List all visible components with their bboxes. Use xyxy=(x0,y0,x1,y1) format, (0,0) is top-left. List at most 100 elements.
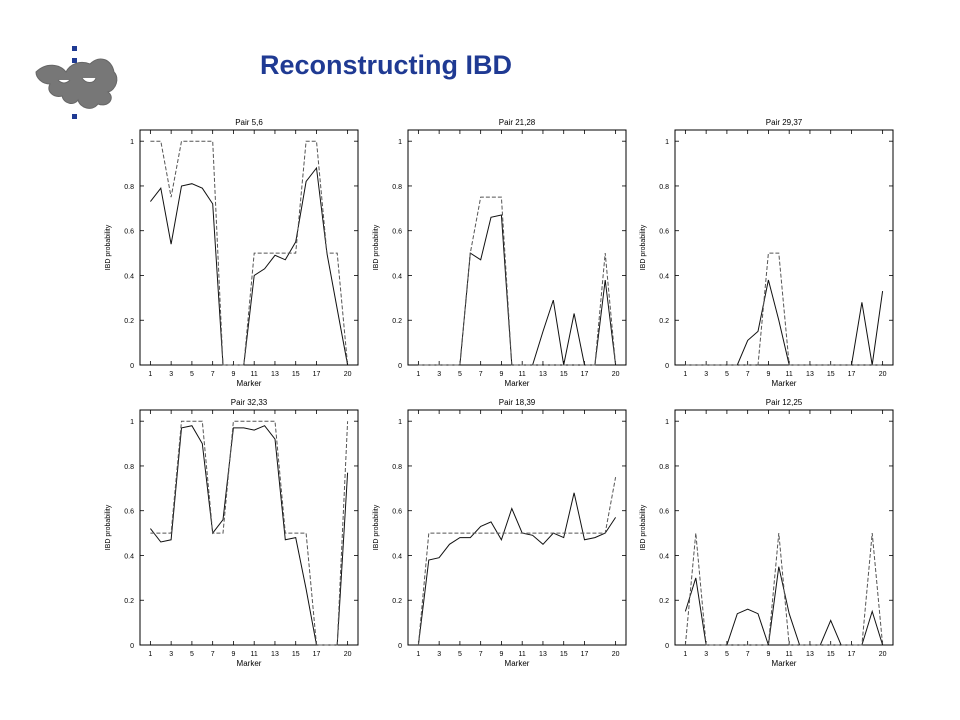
y-tick-label: 0 xyxy=(665,363,669,370)
y-tick-label: 0.6 xyxy=(124,229,134,236)
x-tick-label: 11 xyxy=(786,651,793,658)
y-tick-label: 0.2 xyxy=(392,318,402,325)
y-tick-label: 1 xyxy=(398,139,402,146)
x-tick-label: 1 xyxy=(416,371,420,378)
y-tick-label: 0.8 xyxy=(124,464,134,471)
x-tick-label: 13 xyxy=(539,371,547,378)
x-tick-label: 1 xyxy=(683,651,687,658)
plot-frame xyxy=(674,129,894,366)
x-tick-label: 13 xyxy=(539,651,547,658)
x-axis-label: Marker xyxy=(772,659,797,668)
x-axis-label: Marker xyxy=(772,379,797,388)
y-tick-label: 0.6 xyxy=(124,509,134,516)
x-tick-label: 15 xyxy=(827,371,835,378)
plot-frame xyxy=(407,129,627,366)
y-tick-label: 0.8 xyxy=(659,184,669,191)
chart-title: Pair 12,25 xyxy=(766,398,803,407)
y-axis-label: IBD probability xyxy=(640,224,647,270)
x-tick-label: 7 xyxy=(479,371,483,378)
x-tick-label: 13 xyxy=(806,651,814,658)
y-tick-label: 0 xyxy=(398,363,402,370)
y-tick-label: 1 xyxy=(398,419,402,426)
x-axis-label: Marker xyxy=(505,659,530,668)
x-tick-label: 1 xyxy=(148,371,152,378)
x-tick-label: 17 xyxy=(848,651,856,658)
x-tick-label: 1 xyxy=(148,651,152,658)
y-tick-label: 0.8 xyxy=(124,184,134,191)
solid-series-line xyxy=(684,566,884,646)
x-tick-label: 7 xyxy=(479,651,483,658)
solid-series-line xyxy=(150,425,349,646)
x-tick-label: 17 xyxy=(313,651,321,658)
plot-frame xyxy=(674,409,894,646)
solid-series-line xyxy=(150,166,349,366)
x-tick-label: 9 xyxy=(231,371,235,378)
dashed-series-line xyxy=(684,533,884,646)
x-tick-label: 7 xyxy=(211,371,215,378)
y-tick-label: 0.6 xyxy=(392,509,402,516)
x-tick-label: 9 xyxy=(231,651,235,658)
x-axis-label: Marker xyxy=(237,379,262,388)
y-tick-label: 0 xyxy=(665,643,669,650)
y-tick-label: 0.2 xyxy=(124,598,134,605)
solid-series-line xyxy=(417,492,617,646)
y-tick-label: 1 xyxy=(130,139,134,146)
x-tick-label: 5 xyxy=(725,651,729,658)
y-tick-label: 0 xyxy=(398,643,402,650)
x-tick-label: 3 xyxy=(169,651,173,658)
x-axis-label: Marker xyxy=(505,379,530,388)
y-axis-label: IBD probability xyxy=(373,504,380,550)
x-tick-label: 5 xyxy=(458,651,462,658)
x-tick-label: 20 xyxy=(344,371,352,378)
x-tick-label: 1 xyxy=(416,651,420,658)
x-tick-label: 13 xyxy=(806,371,814,378)
university-flame-logo-icon xyxy=(35,46,118,119)
x-tick-label: 3 xyxy=(437,651,441,658)
y-tick-label: 0.4 xyxy=(659,553,669,560)
dashed-series-line xyxy=(685,252,883,366)
chart-title: Pair 21,28 xyxy=(499,118,536,127)
x-tick-label: 7 xyxy=(211,651,215,658)
y-tick-label: 0.4 xyxy=(124,273,134,280)
y-tick-label: 0.2 xyxy=(392,598,402,605)
x-tick-label: 5 xyxy=(190,371,194,378)
x-axis-label: Marker xyxy=(237,659,262,668)
x-tick-label: 5 xyxy=(190,651,194,658)
y-tick-label: 0.4 xyxy=(124,553,134,560)
chart-title: Pair 32,33 xyxy=(231,398,268,407)
y-tick-label: 0.6 xyxy=(392,229,402,236)
dashed-series-line xyxy=(417,477,617,646)
x-tick-label: 9 xyxy=(499,651,503,658)
y-tick-label: 0 xyxy=(130,363,134,370)
x-tick-label: 7 xyxy=(746,651,750,658)
plot-frame xyxy=(139,409,359,646)
x-tick-label: 13 xyxy=(271,651,279,658)
plot-frame xyxy=(139,129,359,366)
y-axis-label: IBD probability xyxy=(640,504,647,550)
x-tick-label: 11 xyxy=(251,651,258,658)
x-tick-label: 7 xyxy=(746,371,750,378)
plot-frame xyxy=(407,409,627,646)
page-title: Reconstructing IBD xyxy=(260,50,513,80)
x-tick-label: 11 xyxy=(251,371,258,378)
x-tick-label: 17 xyxy=(581,371,589,378)
x-tick-label: 20 xyxy=(612,371,620,378)
y-tick-label: 0.8 xyxy=(392,184,402,191)
x-tick-label: 17 xyxy=(848,371,856,378)
x-tick-label: 3 xyxy=(704,651,708,658)
chart-title: Pair 29,37 xyxy=(766,118,803,127)
x-tick-label: 20 xyxy=(612,651,620,658)
x-tick-label: 5 xyxy=(458,371,462,378)
x-tick-label: 15 xyxy=(292,651,300,658)
solid-series-line xyxy=(418,214,617,366)
y-tick-label: 1 xyxy=(665,419,669,426)
x-tick-label: 11 xyxy=(519,371,526,378)
x-tick-label: 15 xyxy=(827,651,835,658)
x-tick-label: 9 xyxy=(499,371,503,378)
x-tick-label: 15 xyxy=(560,371,568,378)
